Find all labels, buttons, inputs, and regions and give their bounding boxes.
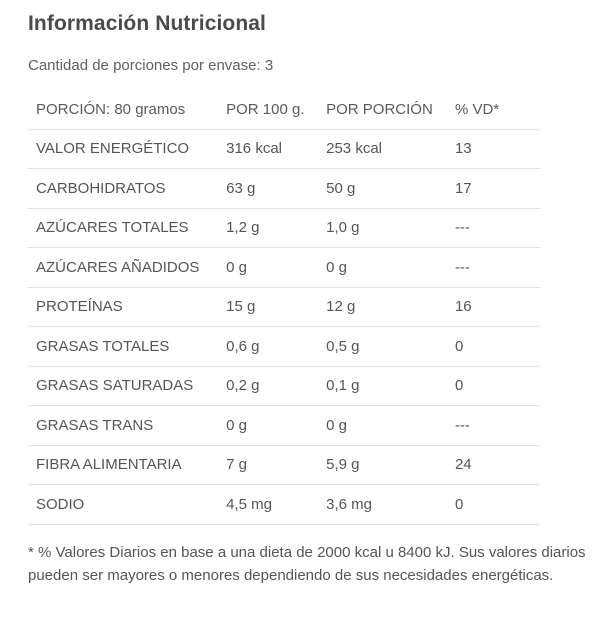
table-header-row: PORCIÓN: 80 gramos POR 100 g. POR PORCIÓ… — [28, 90, 540, 130]
per-100g-value: 316 kcal — [218, 129, 319, 169]
per-100g-value: 63 g — [218, 168, 319, 209]
nutrition-table: PORCIÓN: 80 gramos POR 100 g. POR PORCIÓ… — [28, 90, 540, 525]
daily-value-percent: --- — [446, 247, 540, 288]
header-portion: PORCIÓN: 80 gramos — [28, 90, 219, 130]
per-100g-value: 1,2 g — [218, 208, 319, 248]
daily-value-percent: 0 — [446, 366, 540, 406]
nutrient-name: GRASAS SATURADAS — [28, 366, 219, 406]
table-row: GRASAS SATURADAS 0,2 g 0,1 g 0 — [28, 366, 540, 406]
servings-per-container: Cantidad de porciones por envase: 3 — [28, 57, 274, 74]
per-portion-value: 5,9 g — [318, 445, 447, 485]
per-portion-value: 0,5 g — [318, 326, 447, 367]
per-portion-value: 3,6 mg — [318, 484, 447, 525]
nutrient-name: CARBOHIDRATOS — [28, 168, 219, 209]
nutrient-name: SODIO — [28, 484, 219, 525]
nutrient-name: AZÚCARES TOTALES — [28, 208, 219, 248]
nutrient-name: VALOR ENERGÉTICO — [28, 129, 219, 169]
table-row: CARBOHIDRATOS 63 g 50 g 17 — [28, 168, 540, 209]
per-portion-value: 253 kcal — [318, 129, 447, 169]
per-100g-value: 0 g — [218, 405, 319, 446]
per-100g-value: 0,6 g — [218, 326, 319, 367]
per-100g-value: 0 g — [218, 247, 319, 288]
per-100g-value: 15 g — [218, 287, 319, 327]
daily-value-percent: 0 — [446, 484, 540, 525]
per-portion-value: 0 g — [318, 405, 447, 446]
per-100g-value: 7 g — [218, 445, 319, 485]
daily-value-footnote: * % Valores Diarios en base a una dieta … — [28, 544, 586, 584]
table-row: AZÚCARES AÑADIDOS 0 g 0 g --- — [28, 247, 540, 288]
daily-value-percent: 24 — [446, 445, 540, 485]
table-row: SODIO 4,5 mg 3,6 mg 0 — [28, 484, 540, 525]
daily-value-percent: 17 — [446, 168, 540, 209]
daily-value-percent: --- — [446, 208, 540, 248]
header-per-100g: POR 100 g. — [218, 90, 319, 130]
nutrient-name: GRASAS TRANS — [28, 405, 219, 446]
daily-value-percent: 16 — [446, 287, 540, 327]
nutrient-name: AZÚCARES AÑADIDOS — [28, 247, 219, 288]
daily-value-percent: 13 — [446, 129, 540, 169]
table-row: GRASAS TRANS 0 g 0 g --- — [28, 405, 540, 446]
table-row: GRASAS TOTALES 0,6 g 0,5 g 0 — [28, 326, 540, 367]
table-row: FIBRA ALIMENTARIA 7 g 5,9 g 24 — [28, 445, 540, 485]
daily-value-percent: 0 — [446, 326, 540, 367]
table-row: AZÚCARES TOTALES 1,2 g 1,0 g --- — [28, 208, 540, 248]
per-portion-value: 50 g — [318, 168, 447, 209]
table-row: VALOR ENERGÉTICO 316 kcal 253 kcal 13 — [28, 129, 540, 169]
per-100g-value: 0,2 g — [218, 366, 319, 406]
nutrient-name: FIBRA ALIMENTARIA — [28, 445, 219, 485]
header-per-portion: POR PORCIÓN — [318, 90, 447, 130]
per-portion-value: 0,1 g — [318, 366, 447, 406]
per-100g-value: 4,5 mg — [218, 484, 319, 525]
page-title: Información Nutricional — [28, 12, 266, 35]
per-portion-value: 1,0 g — [318, 208, 447, 248]
header-daily-value: % VD* — [446, 90, 540, 130]
per-portion-value: 0 g — [318, 247, 447, 288]
nutrient-name: PROTEÍNAS — [28, 287, 219, 327]
table-row: PROTEÍNAS 15 g 12 g 16 — [28, 287, 540, 327]
nutrient-name: GRASAS TOTALES — [28, 326, 219, 367]
per-portion-value: 12 g — [318, 287, 447, 327]
daily-value-percent: --- — [446, 405, 540, 446]
